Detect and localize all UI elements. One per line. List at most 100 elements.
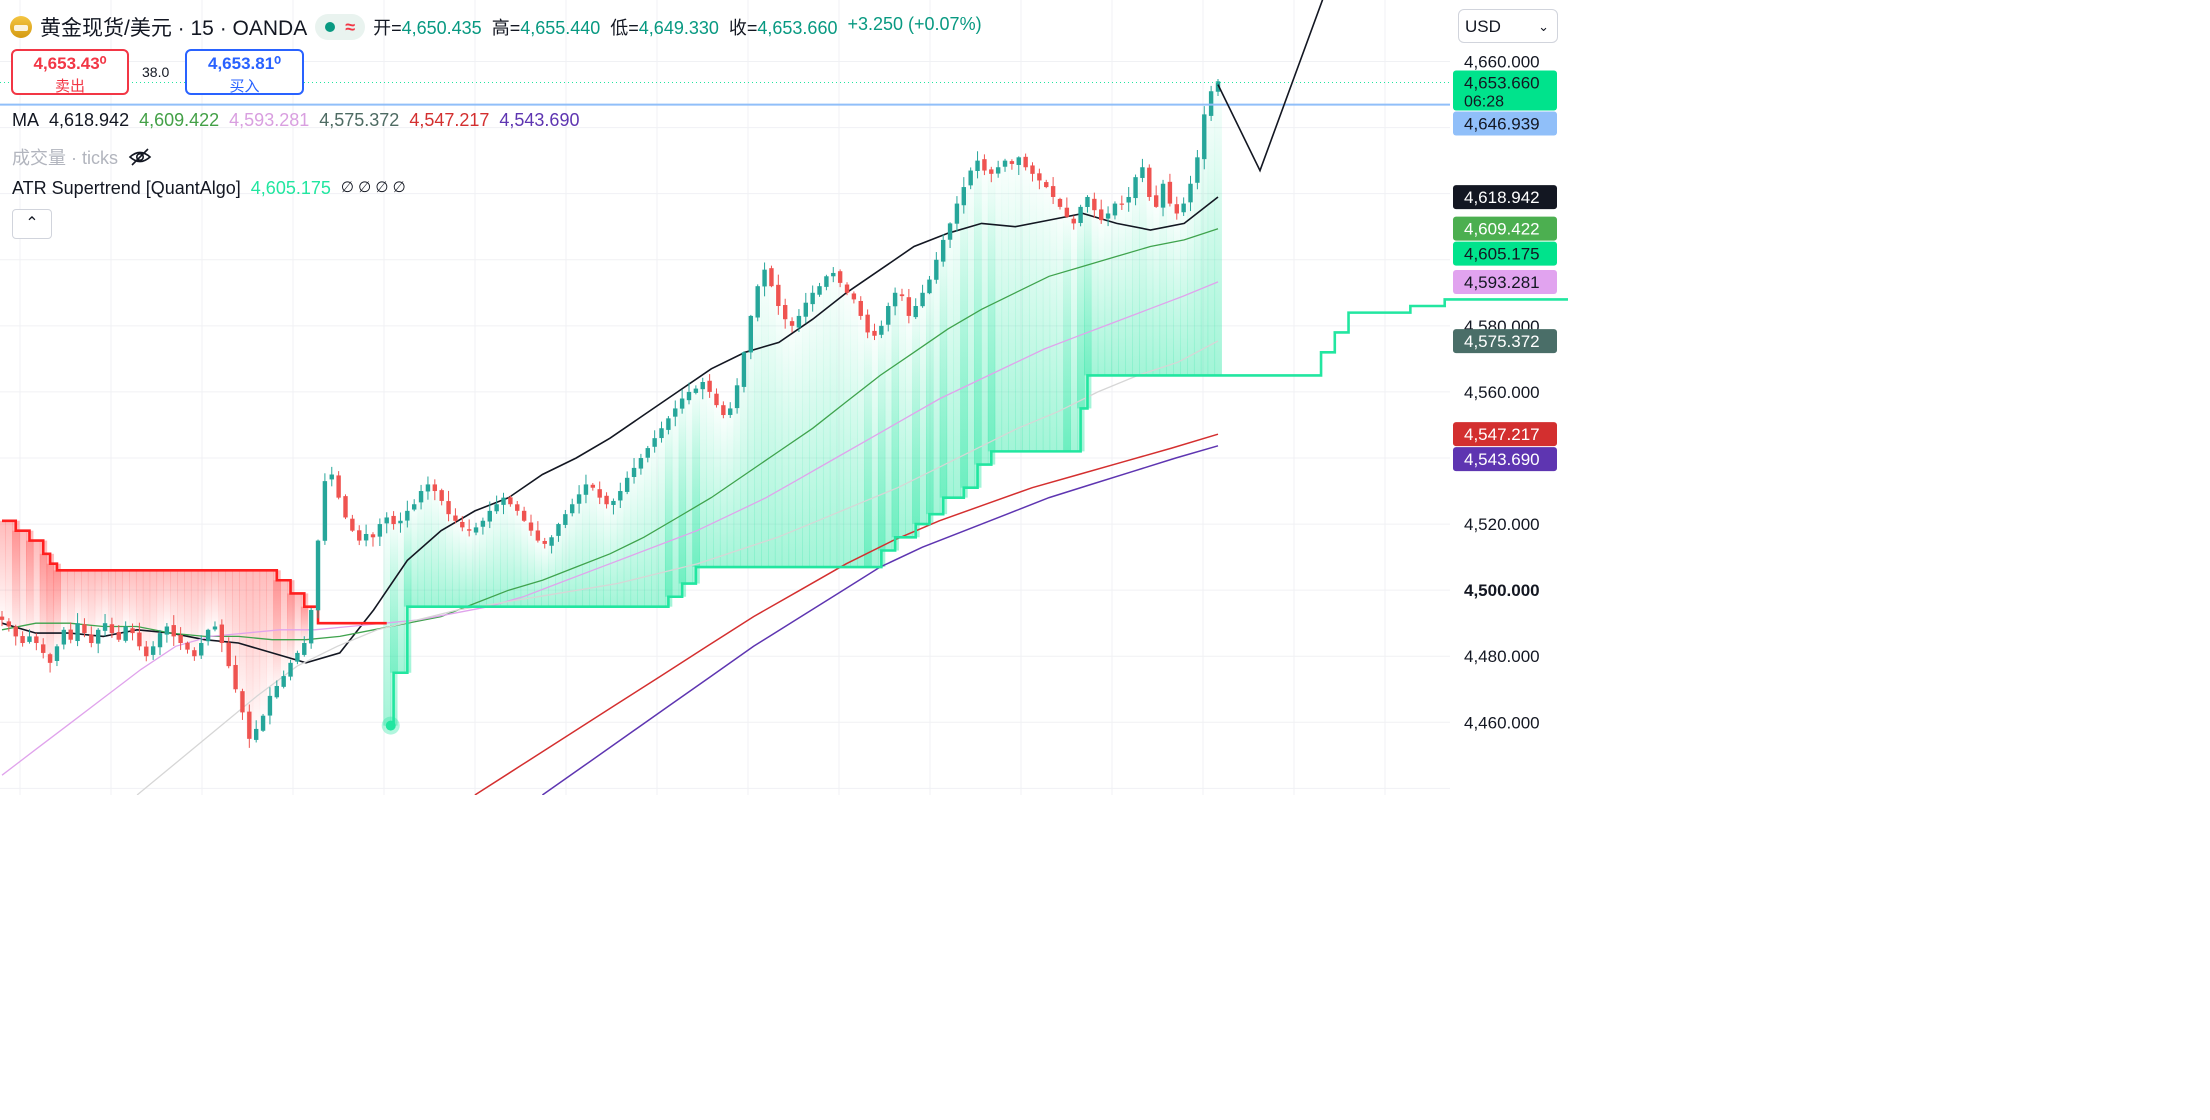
candle[interactable] [748, 314, 754, 360]
currency-select[interactable]: USD ⌄ [1458, 9, 1558, 43]
candle[interactable] [233, 655, 238, 693]
candle[interactable] [576, 485, 582, 514]
candle[interactable] [961, 177, 967, 214]
atr-supertrend-legend[interactable]: ATR Supertrend [QuantAlgo] 4,605.175 ∅ ∅… [12, 178, 406, 199]
candle[interactable] [212, 621, 218, 632]
candle[interactable] [652, 430, 657, 453]
candle[interactable] [583, 474, 589, 504]
candle[interactable] [528, 514, 534, 536]
candle[interactable] [954, 196, 960, 232]
candle[interactable] [1208, 85, 1214, 121]
candle[interactable] [68, 622, 73, 644]
candle[interactable] [824, 274, 829, 291]
price-axis[interactable]: 4,660.0004,580.0004,560.0004,520.0004,50… [1453, 53, 1557, 733]
candle[interactable] [508, 495, 513, 507]
candle[interactable] [989, 166, 994, 183]
candle[interactable] [391, 511, 396, 530]
candle[interactable] [782, 298, 788, 329]
candle[interactable] [1167, 173, 1173, 207]
candle[interactable] [439, 488, 444, 506]
price-chart[interactable]: 4,660.0004,580.0004,560.0004,520.0004,50… [0, 0, 1568, 795]
candle[interactable] [535, 521, 541, 543]
candle[interactable] [645, 445, 650, 463]
candle[interactable] [1099, 199, 1104, 224]
candle[interactable] [357, 525, 362, 546]
candle[interactable] [844, 282, 850, 296]
candle[interactable] [1037, 168, 1042, 190]
candle[interactable] [769, 265, 774, 288]
candle[interactable] [89, 626, 94, 648]
candle[interactable] [501, 492, 506, 515]
candle[interactable] [563, 509, 568, 529]
candle[interactable] [116, 625, 121, 642]
candle[interactable] [137, 622, 142, 651]
candle[interactable] [611, 498, 616, 515]
candle[interactable] [1153, 185, 1159, 208]
candle[interactable] [267, 687, 273, 725]
candle[interactable] [556, 522, 561, 542]
candle[interactable] [1140, 158, 1145, 183]
candle[interactable] [322, 473, 328, 545]
candle[interactable] [570, 498, 575, 517]
candle[interactable] [82, 618, 87, 638]
candle[interactable] [734, 378, 740, 414]
candle[interactable] [336, 471, 341, 500]
candle[interactable] [274, 680, 280, 699]
candle[interactable] [1044, 179, 1049, 189]
candle[interactable] [370, 532, 376, 547]
candle[interactable] [831, 267, 836, 283]
candle[interactable] [755, 284, 760, 322]
candle[interactable] [597, 481, 602, 505]
candle[interactable] [1016, 156, 1021, 176]
candle[interactable] [384, 512, 389, 534]
market-status-pill[interactable]: ≈ [315, 14, 366, 40]
candle[interactable] [1078, 204, 1083, 227]
candle[interactable] [343, 494, 348, 520]
candle[interactable] [164, 623, 170, 643]
candle[interactable] [412, 499, 417, 512]
candle[interactable] [1085, 195, 1090, 213]
candle[interactable] [350, 514, 355, 532]
candle[interactable] [1112, 201, 1118, 220]
candle[interactable] [398, 512, 403, 533]
candle[interactable] [1092, 192, 1097, 218]
candle[interactable] [260, 713, 266, 732]
candle[interactable] [714, 388, 719, 408]
candle[interactable] [150, 641, 156, 660]
candle[interactable] [865, 309, 870, 339]
candle[interactable] [102, 614, 108, 637]
candle[interactable] [295, 650, 300, 665]
candle[interactable] [157, 629, 163, 656]
candle[interactable] [329, 466, 334, 487]
candle[interactable] [460, 516, 465, 532]
candle[interactable] [1119, 195, 1125, 210]
candle[interactable] [446, 490, 451, 522]
volume-indicator-legend[interactable]: 成交量 · ticks [12, 144, 152, 170]
candle[interactable] [308, 607, 314, 649]
candle[interactable] [741, 351, 747, 393]
candle[interactable] [927, 275, 932, 295]
candle[interactable] [906, 288, 912, 324]
candle[interactable] [185, 641, 190, 654]
candle[interactable] [762, 262, 767, 297]
candle[interactable] [515, 500, 520, 516]
eye-hidden-icon[interactable] [128, 147, 152, 167]
candle[interactable] [975, 151, 980, 179]
candle[interactable] [192, 647, 197, 661]
candle[interactable] [226, 637, 231, 669]
candle[interactable] [130, 623, 135, 641]
candle[interactable] [810, 285, 815, 312]
candle[interactable] [590, 482, 596, 491]
candle[interactable] [624, 471, 630, 495]
candle[interactable] [879, 320, 884, 339]
candle[interactable] [1147, 164, 1152, 201]
candle[interactable] [6, 618, 12, 632]
candle[interactable] [480, 517, 486, 535]
candle[interactable] [886, 302, 891, 332]
candle[interactable] [776, 274, 781, 315]
candle[interactable] [1133, 174, 1138, 206]
candle[interactable] [851, 291, 857, 304]
candle[interactable] [858, 296, 863, 320]
candle[interactable] [487, 501, 492, 529]
candle[interactable] [1160, 179, 1166, 217]
